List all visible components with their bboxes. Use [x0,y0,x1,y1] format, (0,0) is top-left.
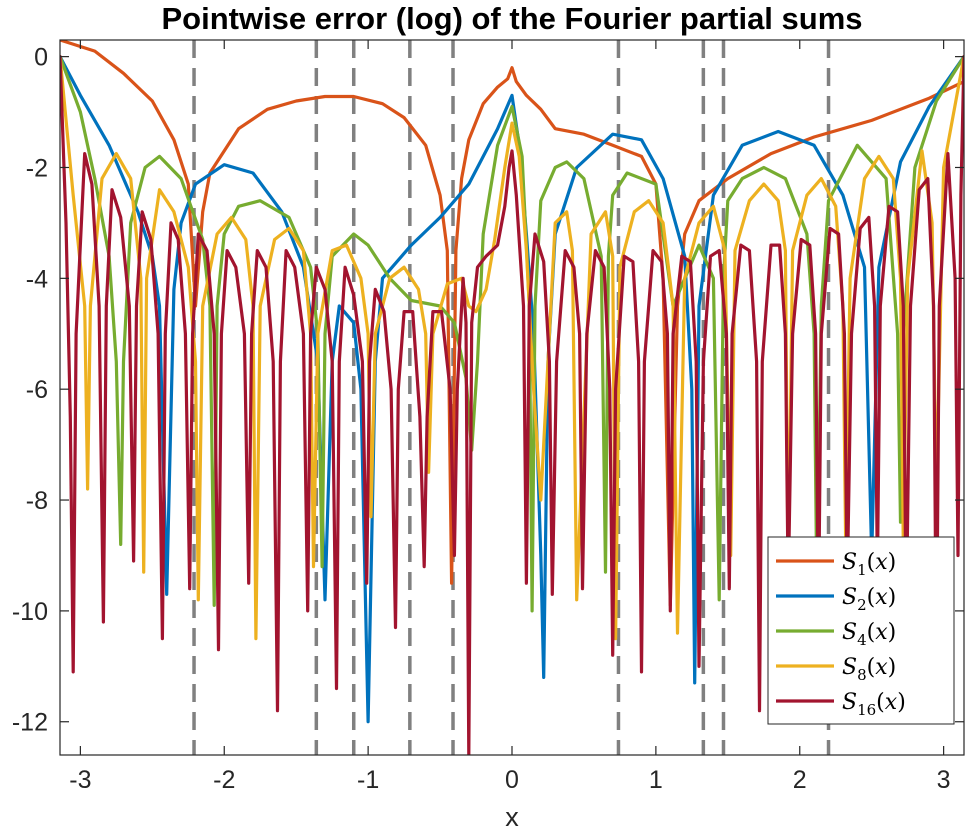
series-line-8 [60,54,964,641]
series-lines [60,40,964,755]
x-tick-label: -1 [357,766,379,794]
legend-label-16: S16(x) [842,690,906,719]
legend-label-8: S8(x) [842,655,896,684]
y-tick-label: -10 [12,598,48,626]
axes [59,39,965,756]
vertical-dashed-lines [192,40,831,755]
series-line-16 [60,54,964,755]
x-tick-label: -2 [213,766,235,794]
y-tick-label: -8 [26,487,48,515]
y-tick-label: -2 [26,154,48,182]
y-tick-label: -4 [26,265,48,293]
legend-label-2: S2(x) [842,585,896,614]
x-tick-label: 1 [649,766,663,794]
x-axis-label: x [505,802,519,830]
x-tick-label: 0 [505,766,519,794]
legend-label-4: S4(x) [842,620,896,649]
tick-labels: -3 -2 -1 0 1 2 30-2-4-6-8-10-12 [12,44,951,794]
x-tick-label: 3 [937,766,951,794]
x-tick-label: 2 [793,766,807,794]
legend: S1(x) S2(x) S4(x) S8(x) S16(x) [767,536,955,725]
y-tick-label: 0 [34,44,48,72]
chart-title: Pointwise error (log) of the Fourier par… [161,1,862,36]
y-tick-label: -6 [26,376,48,404]
series-line-2 [60,54,964,724]
x-tick-label: -3 [69,766,91,794]
series-line-4 [60,54,964,613]
legend-label-1: S1(x) [842,550,896,579]
y-tick-label: -12 [12,709,48,737]
